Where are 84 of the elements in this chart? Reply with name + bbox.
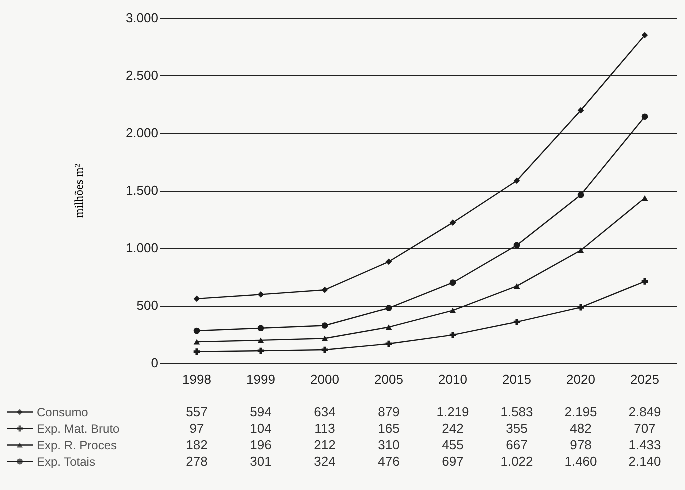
data-label: 2.140 bbox=[628, 454, 662, 469]
point bbox=[258, 325, 264, 332]
y-tick-label: 0 bbox=[151, 356, 158, 370]
data-label: 242 bbox=[442, 420, 464, 436]
point bbox=[258, 348, 264, 354]
data-label: 667 bbox=[506, 437, 528, 452]
x-tick-label: 2020 bbox=[566, 372, 596, 387]
legend-label: Exp. Totais bbox=[37, 454, 96, 469]
data-label: 196 bbox=[250, 437, 272, 452]
point bbox=[514, 284, 520, 290]
point bbox=[450, 280, 456, 286]
legend-label: Consumo bbox=[37, 405, 89, 420]
x-tick-label: 2010 bbox=[438, 372, 468, 387]
x-tick-label: 2025 bbox=[630, 372, 660, 387]
point bbox=[642, 195, 648, 201]
point bbox=[578, 248, 584, 254]
point bbox=[258, 338, 264, 344]
data-label: 2.849 bbox=[628, 404, 662, 420]
point bbox=[450, 332, 456, 338]
point bbox=[642, 114, 648, 120]
y-tick-label: 2.500 bbox=[126, 68, 158, 83]
point bbox=[514, 242, 520, 249]
data-label: 594 bbox=[250, 404, 272, 420]
data-label: 310 bbox=[378, 437, 400, 452]
y-axis-title: milhões m² bbox=[72, 164, 86, 218]
data-label: 455 bbox=[442, 437, 464, 452]
data-label: 355 bbox=[506, 420, 528, 436]
data-label: 182 bbox=[186, 437, 208, 452]
x-tick-label: 2005 bbox=[374, 372, 404, 387]
data-label: 697 bbox=[442, 454, 464, 469]
point bbox=[578, 107, 584, 114]
data-label: 301 bbox=[250, 454, 272, 469]
data-label: 1.022 bbox=[500, 454, 534, 469]
point bbox=[322, 322, 328, 329]
point bbox=[514, 178, 520, 184]
data-label: 879 bbox=[378, 404, 400, 420]
point bbox=[386, 340, 392, 348]
data-label: 278 bbox=[186, 454, 208, 469]
point bbox=[258, 292, 264, 298]
data-label: 1.433 bbox=[628, 437, 662, 452]
data-label: 978 bbox=[570, 437, 592, 452]
data-label: 324 bbox=[314, 454, 336, 469]
point bbox=[386, 305, 392, 312]
point bbox=[514, 319, 520, 326]
y-tick-label: 3.000 bbox=[126, 10, 158, 26]
point bbox=[322, 346, 328, 354]
point bbox=[322, 286, 328, 294]
data-label: 1.219 bbox=[436, 404, 470, 420]
point bbox=[578, 192, 584, 198]
data-label: 707 bbox=[634, 420, 656, 436]
point bbox=[578, 304, 584, 311]
point bbox=[322, 336, 328, 342]
data-label: 113 bbox=[314, 420, 336, 436]
data-label: 212 bbox=[314, 437, 336, 452]
point bbox=[386, 258, 392, 266]
point bbox=[194, 328, 200, 334]
point bbox=[194, 339, 200, 345]
y-tick-label: 500 bbox=[136, 298, 158, 313]
legend-label: Exp. Mat. Bruto bbox=[37, 422, 120, 436]
data-label: 104 bbox=[250, 420, 272, 436]
point bbox=[450, 220, 456, 226]
data-label: 97 bbox=[190, 420, 204, 436]
data-label: 634 bbox=[314, 404, 336, 420]
data-label: 482 bbox=[570, 420, 592, 436]
point bbox=[386, 324, 392, 330]
x-tick-label: 1998 bbox=[182, 372, 212, 387]
data-label: 476 bbox=[378, 454, 400, 469]
x-tick-label: 1999 bbox=[246, 372, 276, 387]
point bbox=[642, 32, 648, 39]
y-tick-label: 1.500 bbox=[126, 183, 158, 198]
data-label: 165 bbox=[378, 420, 400, 436]
x-tick-label: 2015 bbox=[502, 372, 532, 387]
data-label: 557 bbox=[186, 404, 208, 420]
y-tick-label: 1.000 bbox=[126, 240, 158, 256]
point bbox=[194, 348, 200, 356]
y-tick-label: 2.000 bbox=[126, 126, 158, 140]
point bbox=[642, 278, 648, 285]
data-label: 1.583 bbox=[500, 404, 534, 420]
data-label: 1.460 bbox=[564, 454, 598, 469]
point bbox=[450, 308, 456, 314]
data-label: 2.195 bbox=[564, 404, 598, 420]
x-tick-label: 2000 bbox=[310, 372, 340, 387]
legend-label: Exp. R. Proces bbox=[37, 438, 118, 452]
point bbox=[194, 296, 200, 302]
